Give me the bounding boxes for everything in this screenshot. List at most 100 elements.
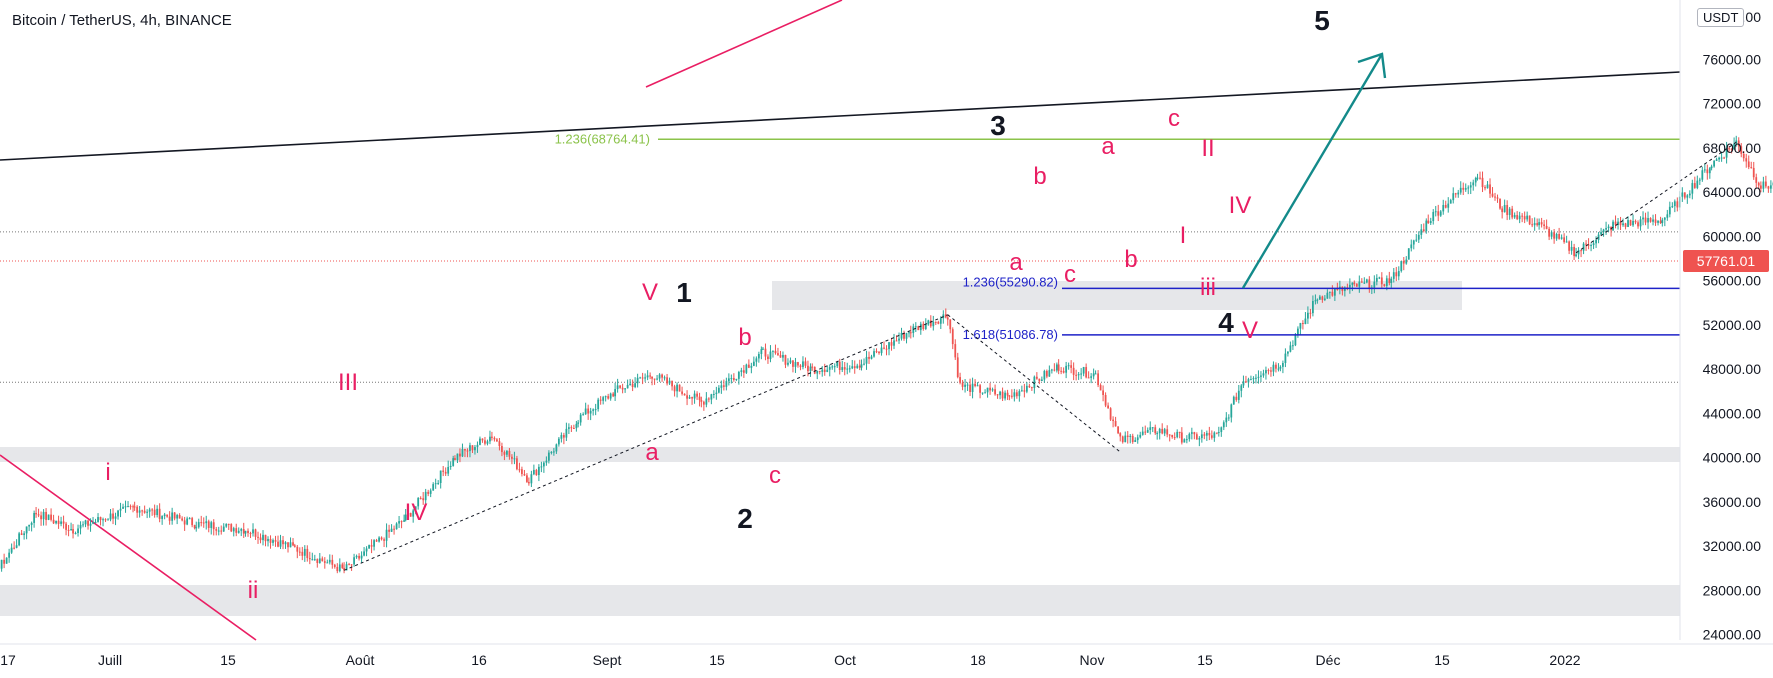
candle-body — [1230, 404, 1233, 418]
candle-body — [1637, 222, 1639, 227]
candle-body — [1104, 394, 1107, 406]
candle-body — [191, 518, 194, 526]
candle-body — [336, 566, 339, 572]
candle-body — [984, 392, 986, 394]
candle-body — [1287, 351, 1289, 354]
candle-body — [1363, 282, 1366, 284]
candle-body — [828, 367, 831, 370]
candle-body — [348, 564, 350, 566]
currency-unit-button[interactable]: USDT — [1697, 8, 1745, 27]
candle-body — [102, 519, 104, 521]
candle-body — [816, 370, 819, 374]
candle-body — [1585, 243, 1587, 245]
wave-label-major-3: 3 — [990, 110, 1006, 141]
candle-body — [572, 428, 575, 430]
candle-body — [740, 370, 743, 373]
candle-body — [301, 551, 304, 556]
candle-body — [1237, 390, 1240, 400]
candle-body — [579, 414, 582, 423]
candle-body — [1491, 193, 1494, 197]
candle-body — [1107, 405, 1109, 409]
candle-body — [1427, 220, 1430, 224]
candle-body — [526, 475, 528, 482]
candle-body — [1706, 169, 1709, 174]
candle-body — [1053, 369, 1056, 371]
candle-body — [626, 384, 629, 389]
candle-body — [1020, 390, 1023, 392]
candle-body — [479, 438, 481, 445]
candle-body — [511, 456, 513, 459]
candle-body — [1302, 323, 1304, 325]
candle-body — [717, 387, 720, 393]
fib-label-1236-lower: 1.236(55290.82) — [963, 274, 1058, 289]
candle-body — [917, 326, 920, 331]
wave-label-major-2: 2 — [737, 503, 753, 534]
descending-trendline[interactable] — [0, 454, 257, 641]
candle-body — [40, 515, 42, 520]
resistance-trendline[interactable] — [0, 71, 1681, 161]
candle-body — [1006, 392, 1009, 396]
wave-label-minor-15: I — [1180, 222, 1187, 249]
candle-body — [1297, 328, 1299, 336]
candle-body — [506, 450, 508, 455]
candle-body — [247, 530, 249, 534]
candle-body — [1452, 193, 1455, 201]
candle-body — [1533, 223, 1536, 226]
candle-body — [1094, 373, 1097, 375]
candle-body — [471, 445, 474, 451]
upper-trendline[interactable] — [645, 0, 843, 88]
candle-body — [1208, 432, 1211, 436]
candle-body — [1429, 221, 1432, 224]
candle-body — [888, 342, 890, 350]
candle-body — [222, 526, 225, 532]
candle-body — [1321, 296, 1324, 300]
candle-body — [1240, 385, 1243, 391]
candle-body — [1008, 395, 1011, 397]
candle-body — [124, 506, 127, 508]
wave-label-minor-19: V — [1242, 317, 1258, 344]
candle-body — [109, 513, 112, 520]
y-tick-label: 32000.00 — [1703, 538, 1762, 554]
y-tick-label: 48000.00 — [1703, 361, 1762, 377]
candle-body — [501, 446, 503, 453]
candle-body — [328, 559, 331, 563]
candle-body — [653, 378, 656, 380]
candle-body — [1769, 185, 1772, 189]
candle-body — [693, 393, 696, 399]
candle-body — [400, 521, 403, 523]
candle-body — [909, 332, 912, 334]
candle-body — [971, 383, 974, 392]
candle-body — [629, 383, 632, 385]
candle-body — [79, 524, 82, 529]
candle-body — [774, 350, 777, 354]
candle-body — [464, 448, 466, 451]
candle-body — [70, 529, 72, 531]
candle-body — [178, 515, 181, 519]
candle-body — [395, 523, 398, 530]
candle-body — [136, 506, 139, 513]
candle-body — [1131, 435, 1134, 442]
candle-body — [807, 365, 809, 372]
candle-body — [1600, 232, 1602, 235]
candle-body — [1373, 281, 1376, 288]
candle-body — [1045, 370, 1048, 377]
candle-body — [1097, 373, 1099, 386]
candle-body — [331, 559, 334, 565]
candle-body — [1764, 181, 1767, 187]
candle-body — [1085, 367, 1088, 378]
candle-body — [584, 408, 587, 415]
candle-body — [1090, 376, 1093, 378]
candle-body — [668, 380, 671, 384]
candle-body — [661, 374, 663, 378]
candle-body — [1666, 214, 1669, 218]
candle-body — [343, 567, 345, 571]
candle-body — [1538, 222, 1541, 226]
candle-body — [959, 377, 961, 383]
candle-body — [577, 422, 580, 424]
candle-body — [949, 319, 952, 330]
candle-body — [35, 513, 37, 515]
candle-body — [843, 367, 846, 370]
wave-label-minor-8: c — [769, 462, 781, 489]
projection-arrow[interactable] — [1241, 53, 1384, 289]
